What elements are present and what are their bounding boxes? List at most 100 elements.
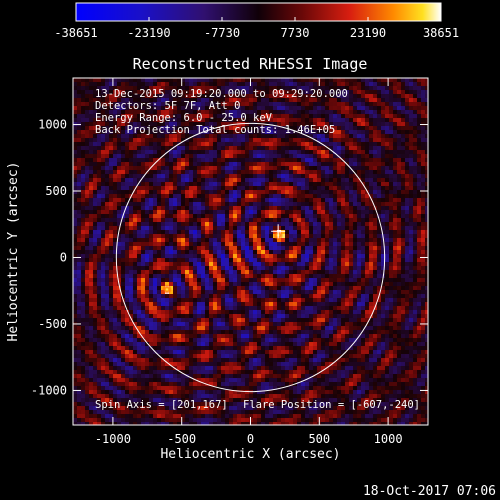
heatmap-cell (313, 206, 317, 210)
heatmap-cell (313, 290, 317, 294)
heatmap-cell (125, 298, 129, 302)
heatmap-cell (233, 282, 237, 286)
heatmap-cell (117, 202, 121, 206)
heatmap-cell (289, 102, 293, 106)
heatmap-cell (117, 198, 121, 202)
heatmap-cell (345, 106, 349, 110)
heatmap-cell (81, 194, 85, 198)
heatmap-cell (153, 258, 157, 262)
heatmap-cell (333, 110, 337, 114)
heatmap-cell (305, 150, 309, 154)
heatmap-cell (221, 126, 225, 130)
heatmap-cell (197, 98, 201, 102)
heatmap-cell (73, 142, 77, 146)
heatmap-cell (125, 78, 129, 82)
heatmap-cell (145, 274, 149, 278)
heatmap-cell (265, 246, 269, 250)
heatmap-cell (97, 218, 101, 222)
heatmap-cell (401, 126, 405, 130)
heatmap-cell (273, 78, 277, 82)
heatmap-cell (121, 202, 125, 206)
heatmap-cell (101, 278, 105, 282)
heatmap-cell (269, 258, 273, 262)
heatmap-cell (261, 190, 265, 194)
heatmap-cell (289, 266, 293, 270)
heatmap-cell (261, 142, 265, 146)
heatmap-cell (393, 110, 397, 114)
heatmap-cell (425, 218, 428, 222)
heatmap-cell (89, 194, 93, 198)
heatmap-cell (197, 226, 201, 230)
heatmap-cell (281, 138, 285, 142)
heatmap-cell (149, 222, 153, 226)
heatmap-cell (369, 186, 373, 190)
heatmap-cell (249, 98, 253, 102)
heatmap-cell (161, 182, 165, 186)
heatmap-cell (157, 194, 161, 198)
heatmap-cell (409, 110, 413, 114)
heatmap-cell (253, 226, 257, 230)
heatmap-cell (417, 186, 421, 190)
heatmap-cell (133, 202, 137, 206)
heatmap-cell (141, 186, 145, 190)
heatmap-cell (241, 210, 245, 214)
heatmap-cell (185, 126, 189, 130)
heatmap-cell (157, 190, 161, 194)
heatmap-cell (329, 94, 333, 98)
heatmap-cell (265, 162, 269, 166)
heatmap-cell (137, 218, 141, 222)
heatmap-cell (81, 150, 85, 154)
heatmap-cell (209, 194, 213, 198)
heatmap-cell (365, 142, 369, 146)
heatmap-cell (101, 170, 105, 174)
heatmap-cell (153, 294, 157, 298)
heatmap-cell (249, 190, 253, 194)
heatmap-cell (417, 238, 421, 242)
heatmap-cell (145, 146, 149, 150)
heatmap-cell (189, 258, 193, 262)
heatmap-cell (201, 266, 205, 270)
heatmap-cell (121, 198, 125, 202)
heatmap-cell (77, 222, 81, 226)
heatmap-cell (85, 146, 89, 150)
heatmap-cell (381, 110, 385, 114)
heatmap-cell (285, 162, 289, 166)
heatmap-cell (413, 198, 417, 202)
heatmap-cell (421, 126, 425, 130)
heatmap-cell (401, 122, 405, 126)
heatmap-cell (213, 270, 217, 274)
heatmap-cell (305, 90, 309, 94)
heatmap-cell (241, 106, 245, 110)
heatmap-cell (117, 146, 121, 150)
heatmap-cell (401, 190, 405, 194)
heatmap-cell (329, 290, 333, 294)
heatmap-cell (309, 150, 313, 154)
heatmap-cell (101, 174, 105, 178)
heatmap-cell (137, 286, 141, 290)
heatmap-cell (245, 146, 249, 150)
heatmap-cell (361, 190, 365, 194)
heatmap-cell (329, 194, 333, 198)
heatmap-cell (97, 110, 101, 114)
heatmap-cell (161, 230, 165, 234)
heatmap-cell (89, 130, 93, 134)
heatmap-cell (405, 158, 409, 162)
heatmap-cell (249, 146, 253, 150)
heatmap-cell (165, 298, 169, 302)
heatmap-cell (321, 214, 325, 218)
heatmap-cell (133, 166, 137, 170)
heatmap-cell (405, 94, 409, 98)
heatmap-cell (265, 282, 269, 286)
heatmap-cell (81, 102, 85, 106)
heatmap-cell (249, 250, 253, 254)
heatmap-cell (177, 250, 181, 254)
heatmap-cell (257, 102, 261, 106)
heatmap-cell (385, 210, 389, 214)
heatmap-cell (325, 170, 329, 174)
heatmap-cell (141, 114, 145, 118)
heatmap-cell (257, 210, 261, 214)
heatmap-cell (101, 130, 105, 134)
heatmap-cell (221, 150, 225, 154)
heatmap-cell (249, 134, 253, 138)
